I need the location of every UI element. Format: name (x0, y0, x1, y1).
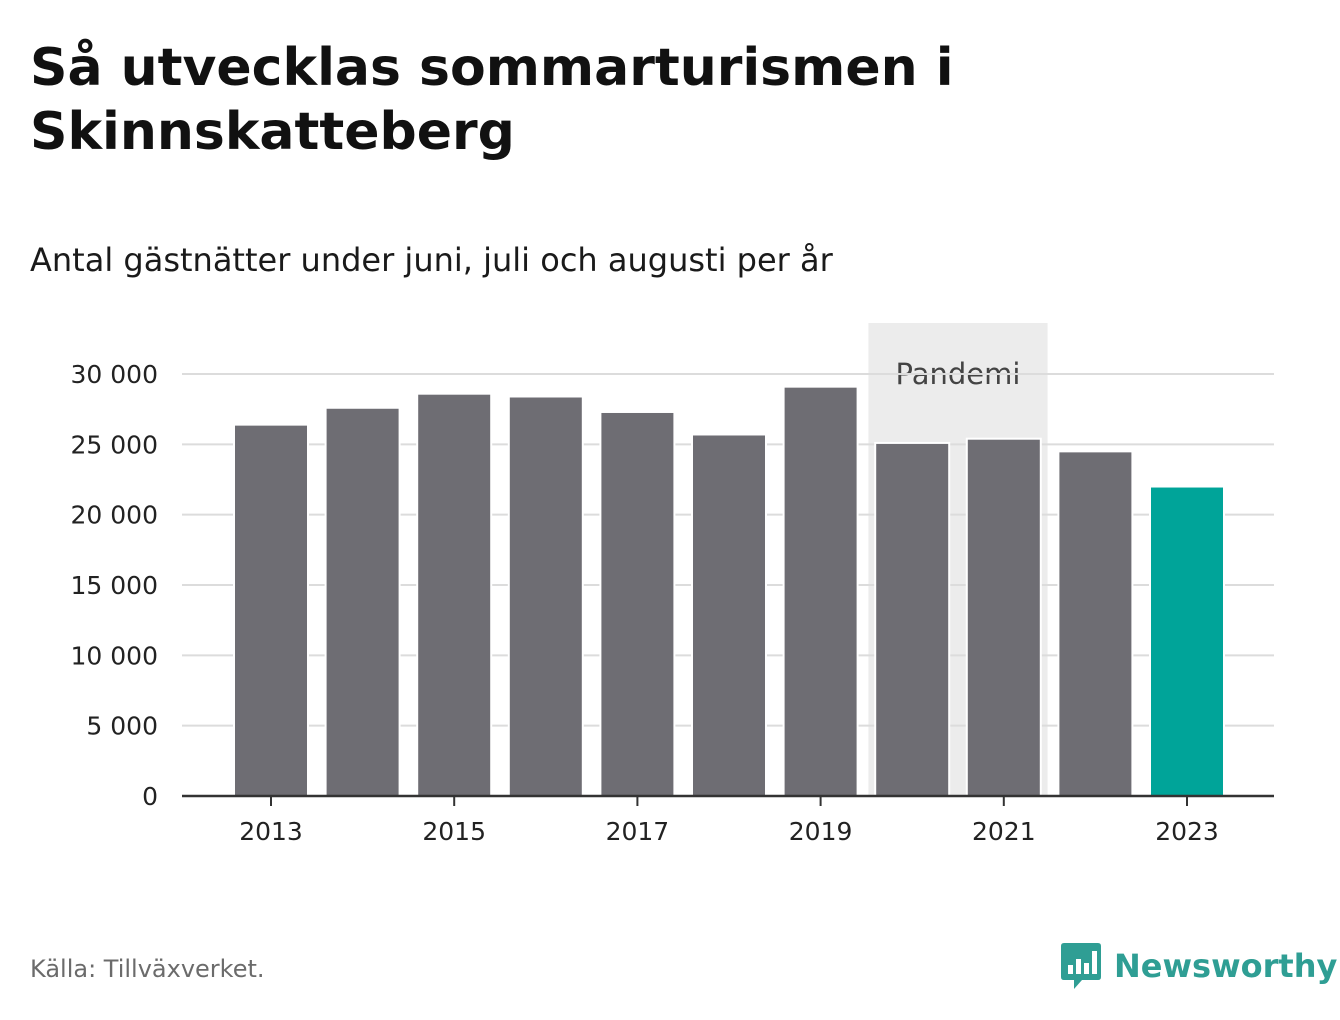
bar-2015 (416, 392, 493, 797)
y-tick-label: 5 000 (86, 712, 158, 741)
bar-2014 (324, 406, 401, 797)
bar-2017 (599, 410, 676, 797)
bar-2022 (1057, 450, 1134, 797)
x-tick-label: 2023 (1155, 817, 1219, 846)
bar-2018 (691, 433, 767, 797)
y-tick-label: 25 000 (71, 430, 158, 459)
brand-name: Newsworthy (1114, 947, 1338, 985)
x-tick-label: 2021 (972, 817, 1036, 846)
y-tick-label: 0 (142, 782, 158, 811)
y-tick-label: 15 000 (71, 571, 158, 600)
source-note: Källa: Tillväxverket. (30, 955, 265, 983)
bar-2016 (507, 395, 584, 797)
bar-2013 (233, 423, 309, 797)
bar-2021 (965, 437, 1042, 797)
x-tick-label: 2013 (239, 817, 303, 846)
y-tick-label: 30 000 (71, 360, 158, 389)
bar-2019 (782, 385, 859, 797)
chart-title: Så utvecklas sommarturismen i Skinnskatt… (30, 38, 954, 162)
x-tick-label: 2019 (789, 817, 853, 846)
x-tick-label: 2015 (422, 817, 486, 846)
bar-2023 (1149, 485, 1225, 797)
newsworthy-logo-icon (1061, 943, 1101, 989)
y-tick-label: 10 000 (71, 641, 158, 670)
y-tick-label: 20 000 (71, 501, 158, 530)
brand-logo: Newsworthy (1060, 938, 1337, 994)
x-tick-label: 2017 (606, 817, 670, 846)
bar-2020 (874, 441, 951, 797)
chart-subtitle: Antal gästnätter under juni, juli och au… (30, 241, 833, 279)
